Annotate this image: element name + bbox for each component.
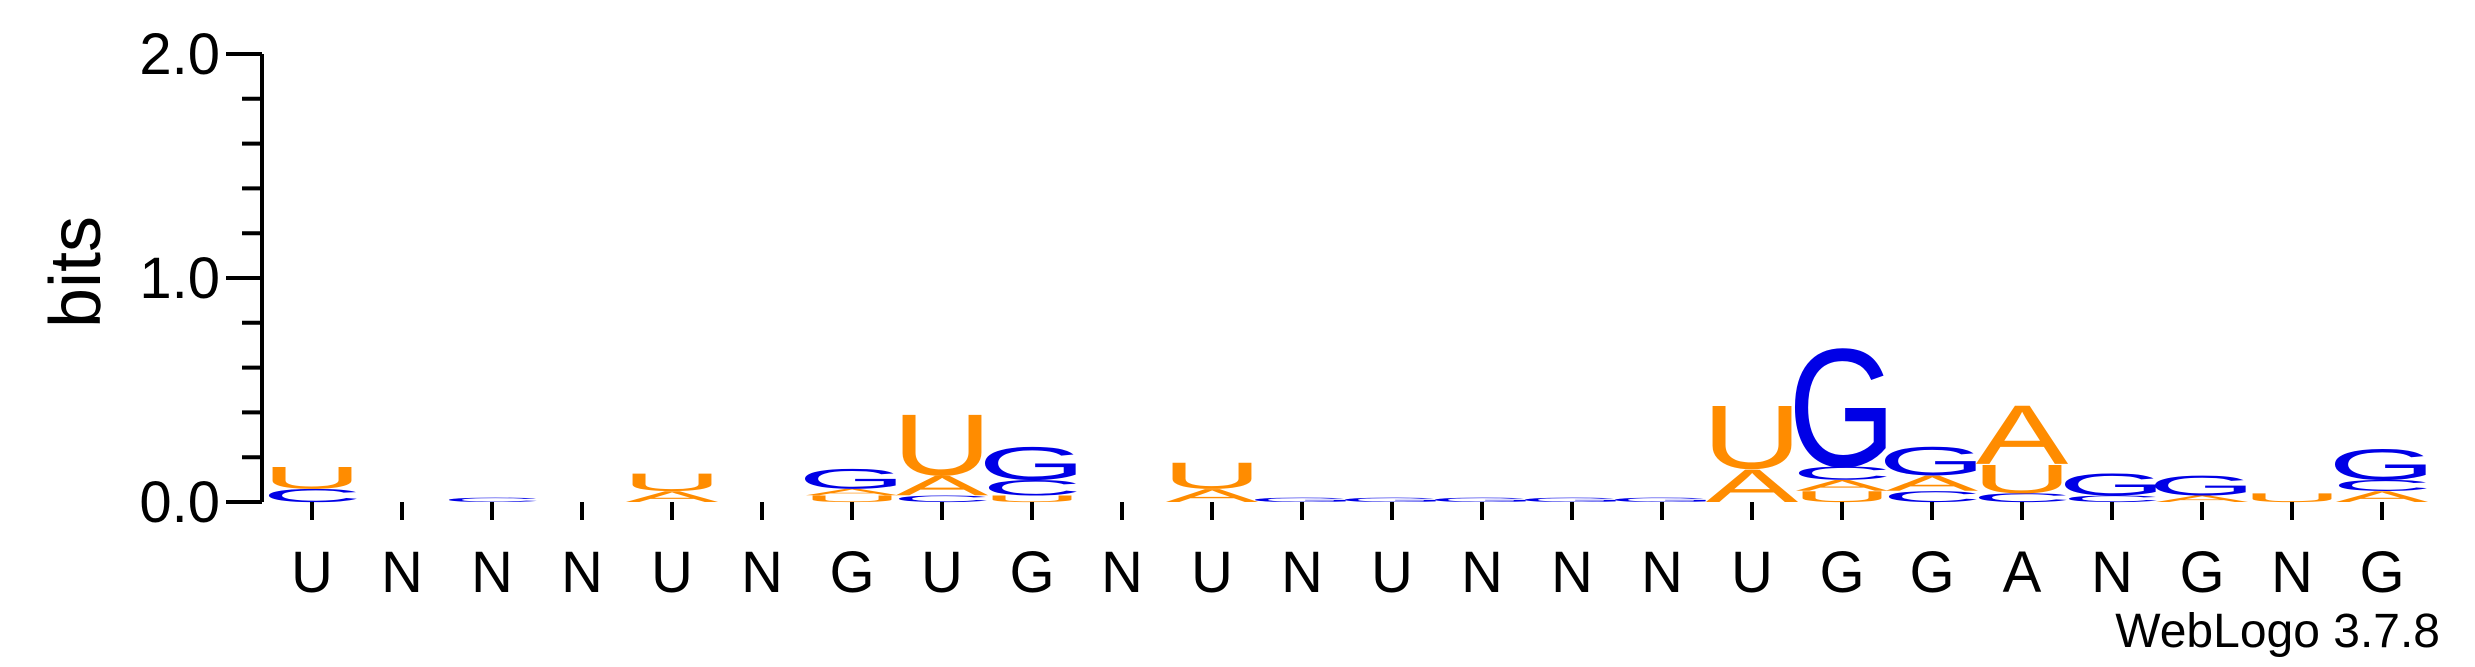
logo-letter-g: G	[1518, 496, 1626, 503]
x-position-label: U	[1371, 540, 1413, 605]
y-tick-label: 2.0	[139, 22, 220, 87]
x-position-label: G	[1909, 540, 1954, 605]
x-position-label: A	[2003, 540, 2042, 605]
x-position-label: N	[1101, 540, 1143, 605]
logo-letter-a: A	[806, 487, 899, 497]
x-position-label: N	[1551, 540, 1593, 605]
x-position-label: N	[2271, 540, 2313, 605]
letter-stacks: CUC AUUAGCAUUCGAUGGGGGAUUACGCAGCUACGAGUAC…	[262, 313, 2436, 512]
x-position-label: G	[1009, 540, 1054, 605]
logo-letter-u: U	[1972, 456, 2072, 502]
logo-letter-u: U	[802, 494, 902, 504]
y-tick-label: 1.0	[139, 246, 220, 311]
x-position-label: U	[651, 540, 693, 605]
logo-letter-g: G	[1788, 313, 1896, 502]
x-position-label: U	[1191, 540, 1233, 605]
weblogo-credit: WebLogo 3.7.8	[2115, 605, 2440, 658]
y-axis-label: bits	[36, 216, 116, 328]
logo-letter-a: A	[626, 488, 719, 505]
logo-letter-a: A	[1886, 471, 1980, 495]
x-position-label: N	[1281, 540, 1323, 605]
logo-letter-g: G	[1608, 496, 1716, 503]
x-position-label: N	[561, 540, 603, 605]
x-position-label: N	[1641, 540, 1683, 605]
x-position-label: N	[381, 540, 423, 605]
logo-letter-u: U	[2242, 491, 2342, 505]
logo-letter-c: C	[892, 494, 992, 504]
logo-letter-g: G	[1248, 496, 1356, 503]
logo-letter-a: A	[1796, 477, 1889, 494]
logo-letter-a: A	[2156, 494, 2249, 504]
logo-letter-g: G	[2148, 470, 2256, 501]
x-position-label: U	[1731, 540, 1773, 605]
logo-letter-c: C	[1882, 488, 1982, 505]
x-position-label: G	[1819, 540, 1864, 605]
logo-letter-u: U	[1702, 386, 1802, 487]
logo-letter-u: U	[622, 468, 722, 496]
logo-letter-g: G	[1878, 438, 1986, 484]
x-position-label: N	[741, 540, 783, 605]
x-position-label: U	[291, 540, 333, 605]
logo-letter-c: C	[442, 496, 542, 503]
logo-letter-g: G	[1428, 496, 1536, 503]
logo-letter-u: U	[1162, 455, 1262, 497]
logo-letter-u: U	[262, 461, 362, 496]
logo-letter-u: U	[892, 396, 992, 494]
x-position-label: N	[1461, 540, 1503, 605]
logo-letter-a: A	[1166, 485, 1259, 506]
logo-letter-g: G	[798, 463, 906, 494]
logo-letter-c: C	[1792, 463, 1892, 484]
x-position-label: G	[2359, 540, 2404, 605]
logo-letter-c: C	[262, 485, 362, 506]
logo-letter-c: C	[982, 476, 1082, 500]
x-position-label: G	[2179, 540, 2224, 605]
logo-letter-c: C	[2332, 477, 2432, 494]
logo-letter-g: G	[2058, 467, 2166, 502]
logo-letter-a: A	[2336, 488, 2429, 505]
logo-letter-u: U	[1792, 488, 1892, 505]
x-position-label: G	[829, 540, 874, 605]
logo-letter-c: C	[2062, 494, 2162, 504]
logo-letter-a: A	[896, 470, 989, 501]
y-axis: 0.0 1.0 2.0	[139, 22, 264, 535]
x-position-label: N	[2091, 540, 2133, 605]
logo-letter-g: G	[1338, 496, 1446, 503]
y-tick-label: 0.0	[139, 470, 220, 535]
logo-letter-u: U	[982, 494, 1082, 504]
x-position-label: N	[471, 540, 513, 605]
logo-letter-a: A	[1976, 388, 2069, 482]
logo-letter-c: C	[1972, 491, 2072, 505]
x-position-label: U	[921, 540, 963, 605]
logo-letter-g: G	[978, 437, 1086, 490]
logo-letter-g: G	[2328, 440, 2436, 489]
